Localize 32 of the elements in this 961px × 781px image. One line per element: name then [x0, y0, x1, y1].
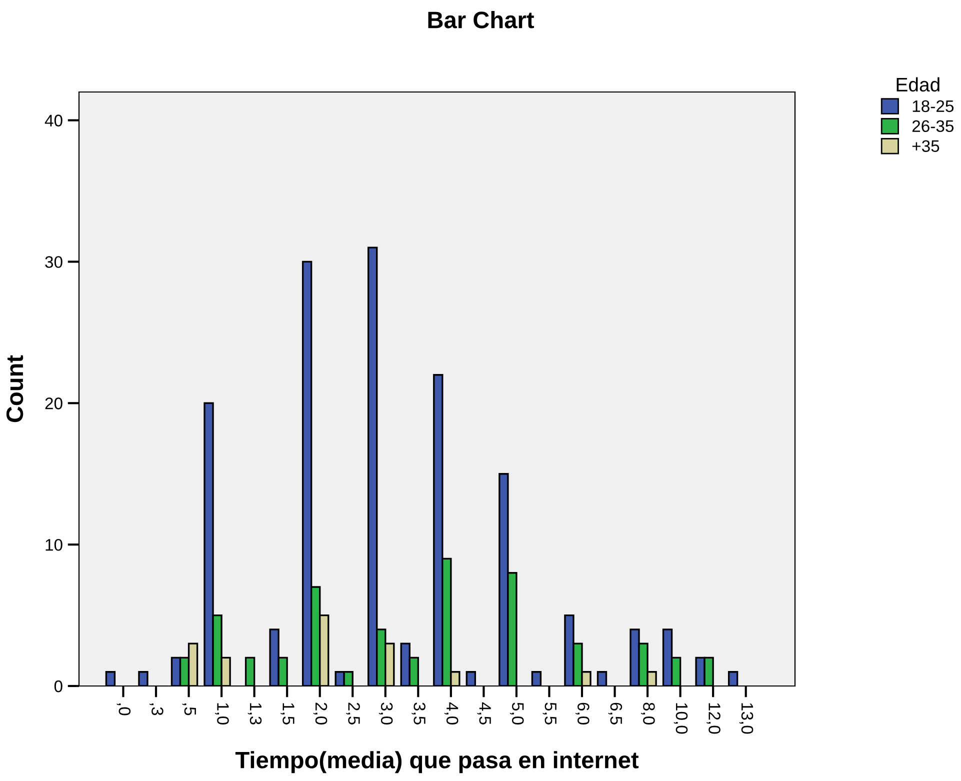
legend-label: +35 — [912, 140, 940, 152]
y-tick-label: 30 — [45, 256, 62, 268]
x-axis-title: Tiempo(media) que pasa en internet — [235, 751, 639, 774]
chart-title: Bar Chart — [428, 10, 534, 28]
x-tick-label: 2,0 — [313, 702, 328, 724]
legend-title: Edad — [896, 77, 940, 92]
x-tick-label: 2,5 — [346, 702, 360, 724]
y-axis-title: Count — [6, 355, 24, 422]
y-tick-label: 20 — [45, 398, 62, 410]
x-tick-label: 4,0 — [444, 702, 458, 724]
x-tick-label: 13,0 — [739, 703, 754, 734]
y-tick-label: 0 — [54, 680, 62, 692]
x-tick-label: 6,5 — [608, 702, 622, 724]
x-tick-label: 5,0 — [510, 702, 524, 724]
y-tick-label: 10 — [46, 538, 62, 551]
x-tick-label: 10,0 — [674, 703, 688, 734]
x-tick-label: 1,0 — [215, 703, 229, 724]
x-tick-label: 5,5 — [542, 702, 556, 724]
x-tick-label: 3,0 — [378, 702, 393, 724]
x-tick-label: 4,5 — [477, 702, 491, 724]
x-tick-label: 1,5 — [280, 703, 294, 724]
x-tick-label: 1,3 — [248, 703, 262, 724]
legend-label: 18-25 — [912, 100, 954, 112]
x-tick-label: ,0 — [116, 703, 131, 716]
x-tick-label: 6,0 — [576, 702, 590, 724]
x-tick-label: ,3 — [150, 703, 164, 716]
y-tick-label: 40 — [44, 114, 62, 126]
x-tick-label: 12,0 — [706, 703, 720, 734]
x-tick-label: 3,5 — [412, 702, 426, 724]
legend-label: 26-35 — [912, 120, 954, 132]
x-tick-label: ,5 — [182, 703, 196, 716]
x-tick-label: 8,0 — [641, 702, 655, 724]
